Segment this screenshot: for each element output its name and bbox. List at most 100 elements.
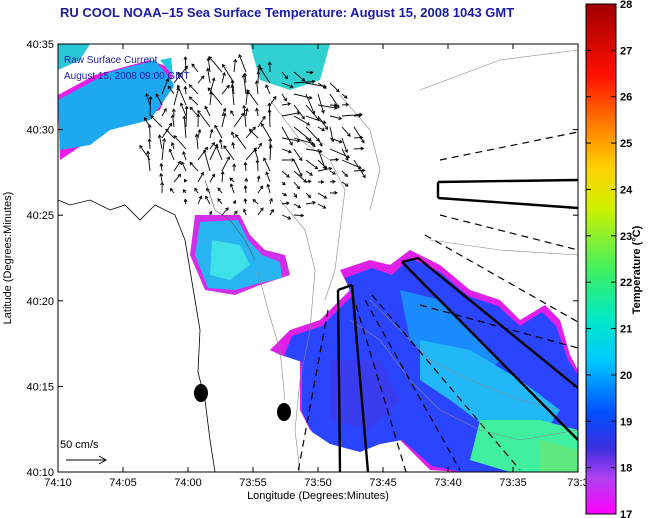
current-vector-head — [287, 102, 292, 106]
current-vector-head — [360, 146, 365, 151]
current-vector-head — [244, 177, 249, 182]
current-vector-head — [283, 97, 287, 102]
x-tick-label: 74:10 — [44, 477, 72, 489]
current-vector — [341, 137, 348, 153]
legend-line-1: Raw Surface Current — [64, 55, 158, 66]
current-vector-head — [307, 194, 312, 199]
current-vector-head — [344, 149, 349, 154]
y-tick-label: 40:25 — [26, 210, 54, 222]
current-vector — [293, 137, 314, 145]
current-vector — [305, 71, 313, 74]
current-vector — [209, 142, 215, 150]
current-vector — [341, 93, 348, 99]
current-vector — [209, 129, 213, 139]
current-vector — [197, 196, 202, 205]
x-tick-label: 74:00 — [174, 477, 202, 489]
current-vector — [238, 54, 247, 73]
current-vector — [281, 170, 290, 178]
current-vector-head — [270, 208, 274, 213]
current-vector — [191, 63, 199, 73]
current-vector — [243, 209, 247, 216]
current-vector — [245, 108, 248, 117]
current-vector — [281, 214, 291, 220]
current-vector — [305, 126, 320, 142]
page-title: RU COOL NOAA–15 Sea Surface Temperature:… — [60, 5, 515, 20]
current-vector-head — [260, 207, 264, 212]
current-vector — [244, 185, 247, 194]
current-vector — [171, 142, 175, 150]
current-vector — [243, 105, 247, 128]
current-vector-head — [346, 154, 351, 159]
current-vector-head — [188, 84, 193, 88]
current-vector-head — [211, 173, 216, 178]
current-vector-head — [283, 192, 288, 197]
current-vector — [317, 104, 338, 109]
current-vector — [293, 81, 315, 84]
current-vector — [317, 159, 327, 169]
current-vector-head — [204, 105, 208, 110]
current-vector — [223, 145, 235, 161]
current-vector — [329, 93, 340, 108]
current-vector — [182, 151, 187, 161]
y-axis-label: Latitude (Degrees:Minutes) — [2, 192, 14, 325]
current-vector-head — [150, 115, 155, 119]
current-vector-head — [214, 124, 218, 129]
current-vector-head — [318, 149, 323, 154]
current-vector-head — [343, 95, 348, 99]
current-vector-head — [204, 146, 209, 151]
current-vector — [256, 108, 259, 117]
current-vector-head — [242, 208, 247, 213]
current-vector-head — [334, 105, 338, 110]
current-vector — [197, 110, 211, 128]
current-vector — [221, 85, 230, 95]
current-vector-head — [324, 126, 328, 130]
current-vector-head — [183, 198, 188, 203]
current-vector-head — [323, 85, 328, 89]
current-vector — [263, 157, 271, 172]
current-vector-head — [284, 75, 289, 80]
current-vector — [341, 181, 349, 187]
current-vector — [353, 159, 366, 178]
current-vector — [257, 116, 266, 128]
current-vector-head — [361, 139, 365, 144]
current-vector — [281, 137, 300, 142]
current-vector — [293, 71, 305, 82]
current-vector — [317, 93, 325, 114]
current-vector — [160, 173, 163, 183]
current-vector-head — [298, 157, 303, 162]
current-vector-head — [162, 137, 167, 142]
colorbar-tick-label: 21 — [620, 324, 632, 336]
current-vector — [281, 82, 294, 88]
current-vector — [329, 159, 339, 161]
current-vector-head — [215, 144, 219, 149]
current-vector-head — [211, 141, 215, 146]
current-vector-head — [170, 114, 175, 118]
current-vector — [217, 187, 223, 194]
current-vector — [329, 82, 340, 92]
current-vector — [197, 75, 205, 84]
current-vector-head — [243, 185, 248, 189]
current-vector-head — [266, 183, 271, 188]
current-vector — [149, 138, 151, 150]
current-vector-head — [261, 123, 265, 127]
current-vector — [169, 188, 175, 194]
current-vector-head — [189, 106, 194, 111]
current-vector-head — [272, 95, 277, 100]
current-vector-head — [335, 157, 340, 162]
current-vector — [257, 207, 264, 216]
current-vector — [293, 203, 301, 208]
current-vector — [243, 74, 247, 95]
current-vector-head — [358, 113, 362, 118]
current-vector-head — [225, 207, 229, 211]
current-vector — [149, 96, 152, 117]
current-vector — [305, 192, 311, 198]
current-vector-head — [230, 84, 235, 89]
current-vector — [244, 162, 247, 172]
current-vector — [281, 202, 289, 205]
current-vector-head — [182, 115, 187, 120]
current-vector — [252, 199, 259, 205]
current-vector — [257, 176, 260, 183]
current-vector-head — [257, 64, 261, 68]
current-vector-head — [263, 157, 267, 162]
